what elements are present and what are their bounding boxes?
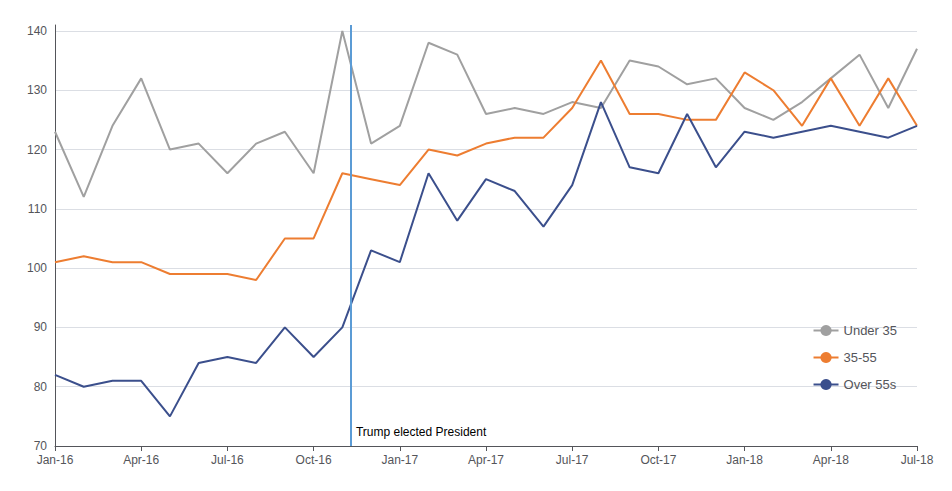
svg-text:Jul-17: Jul-17 bbox=[556, 453, 589, 467]
svg-text:90: 90 bbox=[34, 320, 48, 334]
svg-text:100: 100 bbox=[27, 261, 47, 275]
svg-text:Jul-16: Jul-16 bbox=[211, 453, 244, 467]
svg-text:Jan-16: Jan-16 bbox=[37, 453, 74, 467]
svg-text:Over 55s: Over 55s bbox=[844, 377, 897, 392]
svg-text:Trump elected President: Trump elected President bbox=[356, 425, 487, 439]
svg-text:Jul-18: Jul-18 bbox=[901, 453, 934, 467]
svg-text:110: 110 bbox=[28, 202, 47, 216]
svg-text:Apr-18: Apr-18 bbox=[813, 453, 849, 467]
svg-text:Apr-16: Apr-16 bbox=[123, 453, 159, 467]
svg-text:70: 70 bbox=[34, 439, 48, 453]
svg-text:Jan-18: Jan-18 bbox=[726, 453, 763, 467]
svg-text:Oct-17: Oct-17 bbox=[640, 453, 676, 467]
svg-text:Jan-17: Jan-17 bbox=[381, 453, 418, 467]
svg-text:Oct-16: Oct-16 bbox=[296, 453, 332, 467]
svg-text:120: 120 bbox=[27, 143, 47, 157]
svg-text:80: 80 bbox=[34, 380, 48, 394]
svg-text:130: 130 bbox=[27, 83, 47, 97]
svg-text:35-55: 35-55 bbox=[844, 350, 877, 365]
svg-text:140: 140 bbox=[27, 24, 47, 38]
svg-text:Apr-17: Apr-17 bbox=[468, 453, 504, 467]
svg-text:Under 35: Under 35 bbox=[844, 323, 897, 338]
